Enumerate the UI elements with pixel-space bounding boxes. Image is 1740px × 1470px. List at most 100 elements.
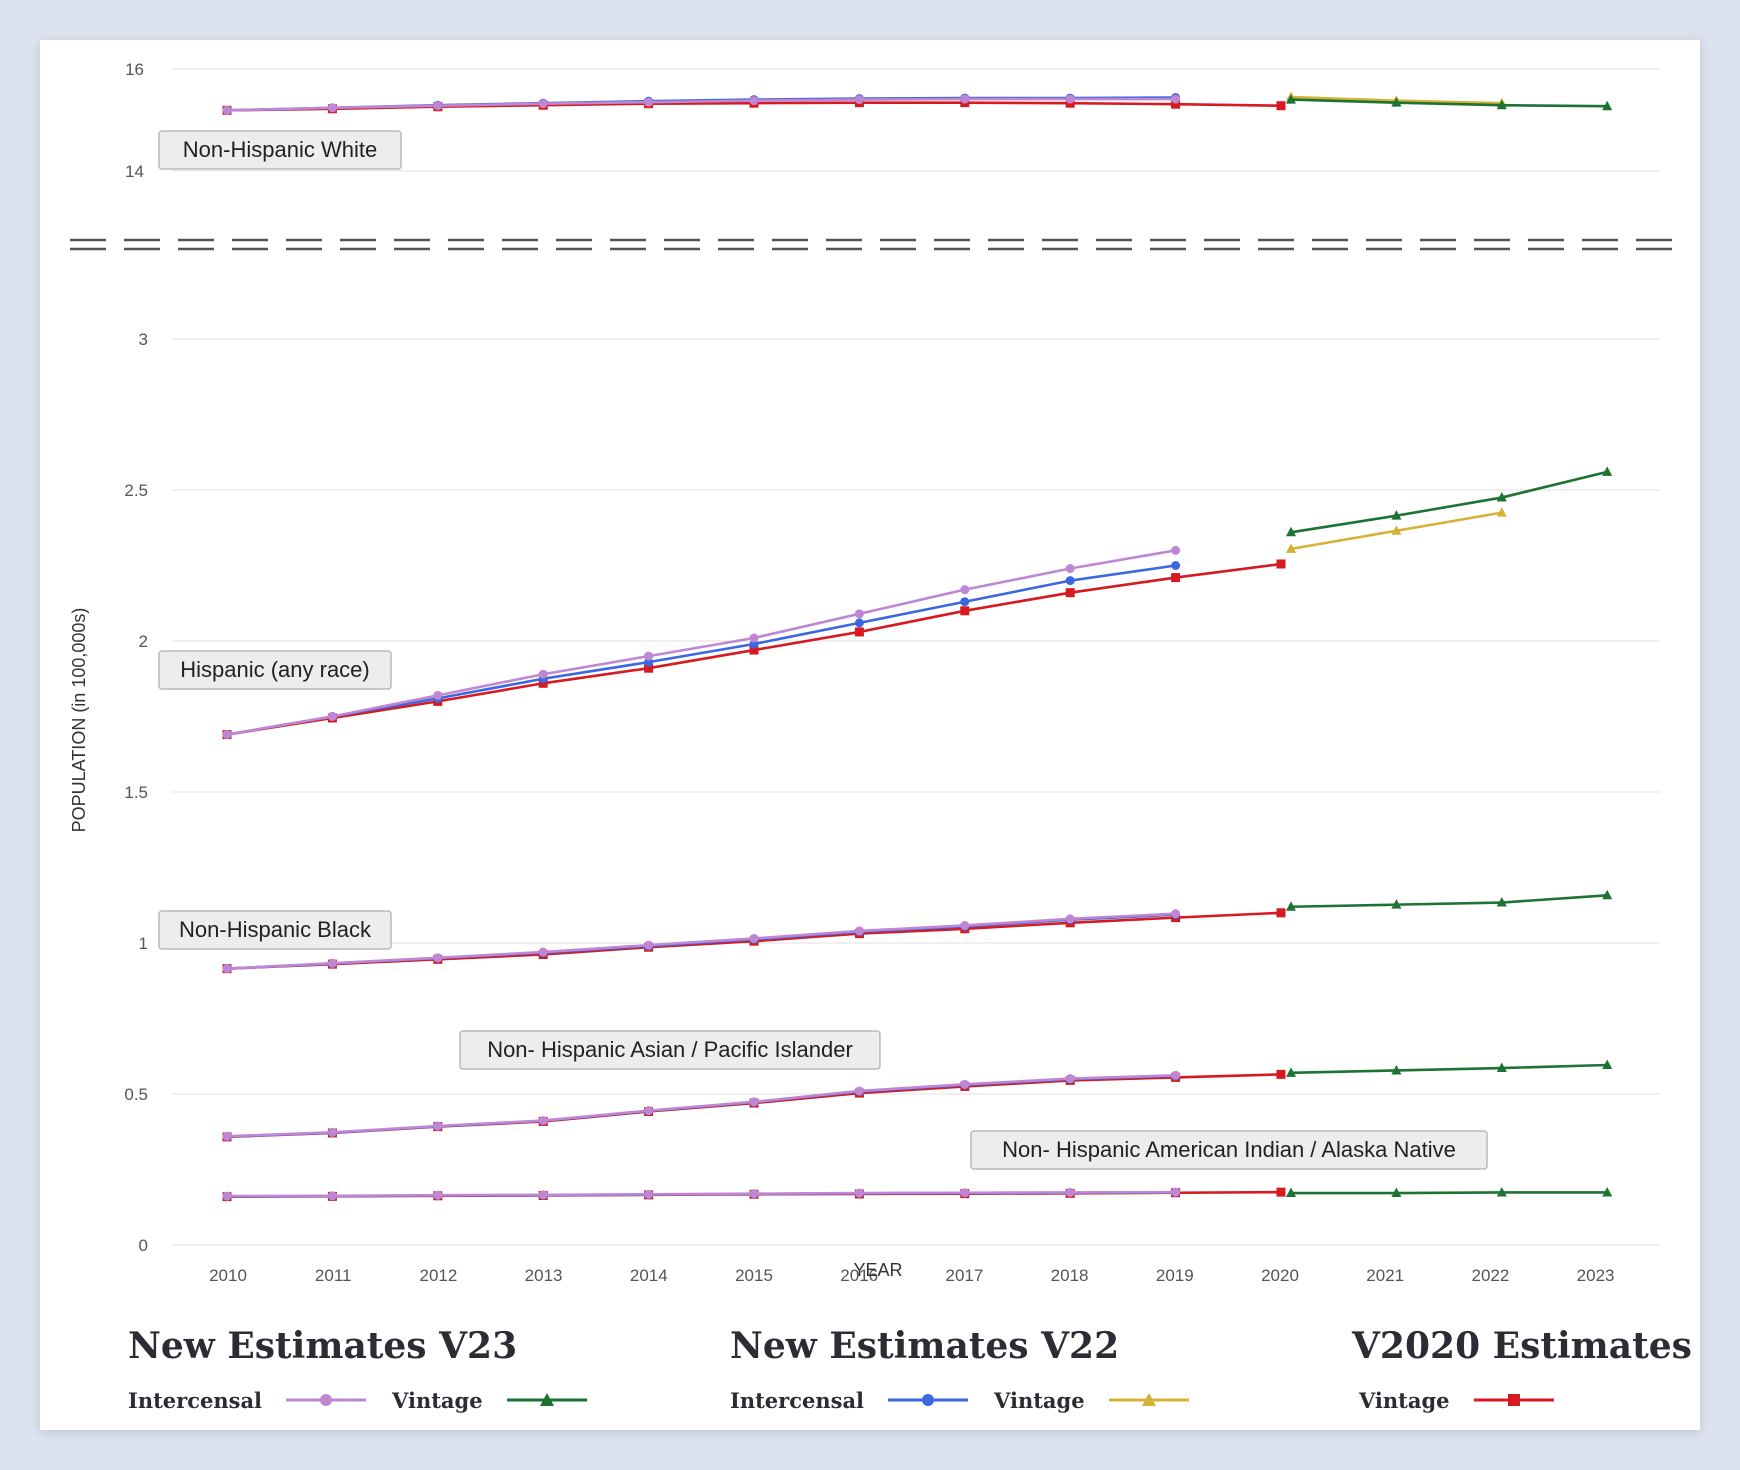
data-point [433,690,443,700]
legend-item-label: Vintage [994,1387,1085,1413]
data-point [538,99,548,109]
y-axis-title: POPULATION (in 100,000s) [69,608,89,833]
data-point [222,1131,232,1141]
data-point [1065,914,1075,924]
data-point [1276,908,1286,918]
series-line [226,549,1176,736]
data-point [1276,1069,1286,1079]
data-point [1391,899,1402,909]
data-point [644,940,654,950]
legend-v22: New Estimates V22 Intercensal Vintage [730,1325,1215,1413]
data-point [433,1121,443,1131]
group-label-box [970,1130,1488,1170]
legend-marker [1507,1394,1520,1406]
x-tick-label: 2020 [1261,1266,1299,1285]
data-point [1496,492,1507,502]
x-tick-label: 2012 [419,1266,457,1285]
legend-swatch [1108,1393,1189,1406]
y-tick-label: 16 [125,60,144,79]
data-point [960,606,970,616]
data-point [222,964,232,974]
data-point [960,94,970,104]
data-point [854,627,864,637]
legend-marker [320,1394,333,1406]
data-point [1171,1070,1181,1080]
data-point [1065,588,1075,598]
data-point [854,1188,864,1198]
data-point [1391,525,1402,535]
group-label: Non- Hispanic Asian / Pacific Islander [459,1030,881,1070]
series-line [226,1190,1176,1198]
legend-swatch [506,1393,587,1406]
series-v23-intercensal [222,1187,1181,1201]
group-label: Non-Hispanic White [158,130,402,170]
data-point [1602,466,1613,476]
y-tick-label: 2 [139,632,148,651]
data-point [749,96,759,106]
data-point [749,1189,759,1199]
legend-row: Vintage [1352,1387,1692,1413]
y-tick-label: 3 [139,330,148,349]
series-layer [222,91,1613,1202]
data-point [1496,897,1507,907]
data-point [1171,99,1181,109]
series-line [226,97,1176,112]
data-point [1286,94,1296,104]
data-point [644,651,654,661]
legend-marker [539,1393,554,1406]
data-point [538,1190,548,1200]
series-v23-vintage [1286,889,1613,911]
x-tick-label: 2021 [1366,1266,1404,1285]
group-label-text: Non- Hispanic Asian / Pacific Islander [487,1037,853,1062]
data-point [960,585,970,595]
y-tick-label: 0 [139,1236,148,1255]
legend-title: New Estimates V22 [730,1325,1120,1367]
data-point [749,645,759,655]
group-label-text: Hispanic (any race) [180,657,370,682]
data-point [222,105,232,115]
data-point [1496,1186,1507,1197]
y-tick-label: 2.5 [124,481,148,500]
legend-item-label: Intercensal [730,1387,865,1413]
data-point [1602,1186,1613,1197]
series-v23-vintage [1286,1186,1613,1198]
data-point [1286,543,1296,553]
x-tick-label: 2010 [209,1266,247,1285]
data-point [960,920,970,930]
legend-row: Intercensal Vintage [128,1387,613,1413]
series-v23-vintage [1286,94,1613,111]
data-point [327,1191,337,1201]
group-label: Non- Hispanic American Indian / Alaska N… [970,1130,1488,1170]
data-point [1171,561,1181,570]
data-point [644,663,654,673]
data-point [538,1116,548,1126]
legend-title: V2020 Estimates [1352,1325,1692,1367]
data-point [960,1188,970,1198]
data-point [538,947,548,957]
data-point [1065,94,1075,104]
series-line [1290,1063,1608,1075]
data-point [1171,909,1181,919]
series-v23-intercensal [222,545,1181,740]
data-point [538,678,548,688]
data-point [1065,1187,1075,1197]
data-point [1276,101,1286,111]
data-point [327,1127,337,1137]
y-tick-label: 1 [139,934,148,953]
data-point [1171,545,1181,555]
data-point [1171,1187,1181,1197]
data-point [854,1086,864,1096]
legend-marker [1141,1393,1156,1406]
data-point [1276,559,1286,569]
data-point [854,609,864,619]
data-point [1286,526,1296,537]
legend-item-label: Vintage [392,1387,483,1413]
series-line [1290,893,1608,909]
data-point [433,1190,443,1200]
legend-v23: New Estimates V23 Intercensal Vintage [128,1325,613,1413]
data-point [1286,1187,1296,1198]
tick-layer: 16 14 3 2.5 2 1.5 1 0.5 0 2010 2011 2012 2013 2014 201… [124,60,1614,1285]
x-tick-label: 2018 [1051,1266,1089,1285]
group-label-box [158,650,392,690]
grid-layer [172,68,1660,1246]
